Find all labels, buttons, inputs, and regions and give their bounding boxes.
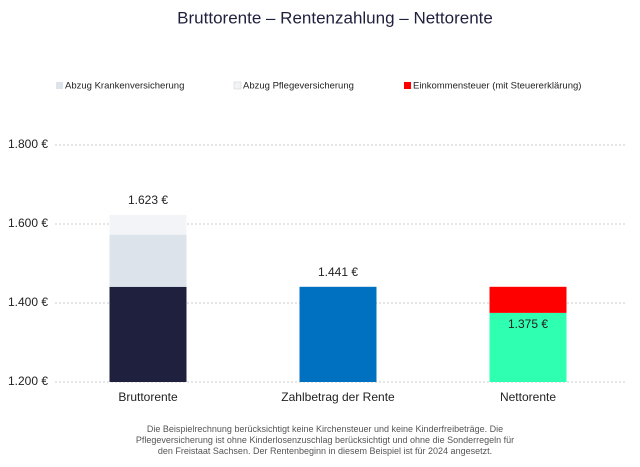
bar-segment <box>489 312 567 382</box>
legend-swatch <box>56 82 63 89</box>
x-tick-label: Bruttorente <box>118 390 178 404</box>
bar-segment <box>109 286 187 382</box>
bar-segment <box>489 286 567 313</box>
legend-swatch <box>233 81 242 90</box>
y-tick-label: 1.200 € <box>8 374 48 388</box>
total-label: 1.623 € <box>128 193 168 207</box>
chart-title: Bruttorente – Rentenzahlung – Nettorente <box>177 8 493 27</box>
total-label: 1.441 € <box>318 265 358 279</box>
footnote: Die Beispielrechnung berücksichtigt kein… <box>135 424 515 456</box>
bar-segment <box>109 214 187 235</box>
y-tick-label: 1.600 € <box>8 216 48 230</box>
bar-segment <box>109 234 187 287</box>
x-tick-label: Nettorente <box>500 390 556 404</box>
y-tick-label: 1.800 € <box>8 137 48 151</box>
total-label: 1.375 € <box>508 317 548 331</box>
y-tick-label: 1.400 € <box>8 295 48 309</box>
legend-label: Einkommensteuer (mit Steuererklärung) <box>413 81 581 92</box>
x-tick-label: Zahlbetrag der Rente <box>281 390 395 404</box>
legend-label: Abzug Pflegeversicherung <box>243 81 354 92</box>
legend-label: Abzug Krankenversicherung <box>65 81 184 92</box>
bar-segment <box>299 286 377 382</box>
legend-swatch <box>404 82 411 89</box>
